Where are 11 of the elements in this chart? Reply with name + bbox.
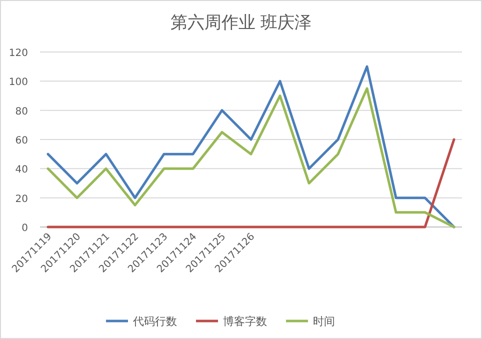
y-tick-label: 100	[8, 77, 28, 88]
y-tick-label: 120	[8, 48, 28, 59]
legend-label: 博客字数	[223, 315, 267, 328]
y-tick-label: 60	[15, 136, 28, 146]
legend-label: 代码行数	[132, 315, 177, 328]
y-tick-label: 0	[22, 223, 28, 234]
y-tick-label: 20	[15, 194, 28, 205]
y-tick-label: 40	[15, 164, 28, 176]
chart-title: 第六周作业 班庆泽	[170, 13, 312, 33]
y-tick-label: 80	[15, 106, 28, 118]
legend-label: 时间	[313, 315, 335, 328]
